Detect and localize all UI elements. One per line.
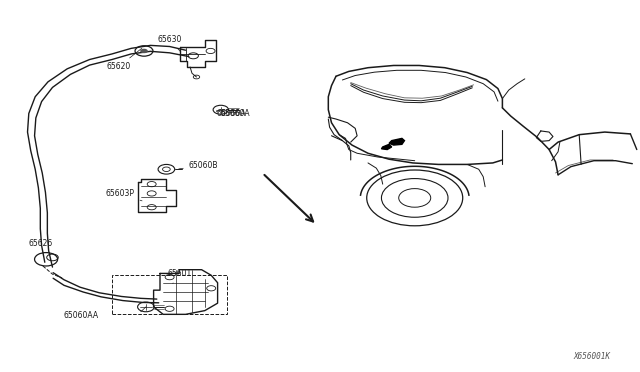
Text: 65060B: 65060B xyxy=(179,161,218,170)
Circle shape xyxy=(140,49,148,53)
Text: 65060A: 65060A xyxy=(216,109,246,118)
Text: 65060A: 65060A xyxy=(221,109,250,118)
Polygon shape xyxy=(381,144,392,150)
Bar xyxy=(112,275,227,314)
Text: 65060AA: 65060AA xyxy=(64,311,99,320)
Text: 65601: 65601 xyxy=(168,269,192,283)
Text: X656001K: X656001K xyxy=(573,352,611,361)
Text: 65620: 65620 xyxy=(106,48,142,71)
Text: 65603P: 65603P xyxy=(106,189,142,201)
Text: 65630: 65630 xyxy=(157,35,182,52)
Polygon shape xyxy=(389,138,404,145)
Text: 65626: 65626 xyxy=(29,239,53,248)
